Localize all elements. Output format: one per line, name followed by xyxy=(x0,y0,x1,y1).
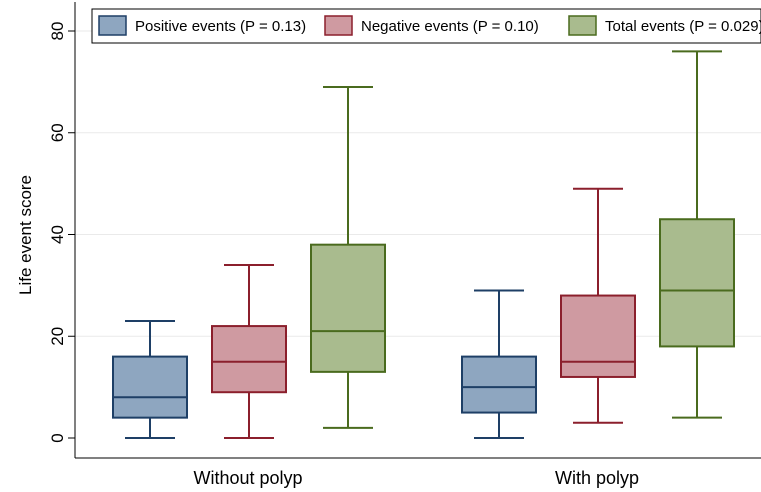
box-2-1 xyxy=(659,50,735,419)
y-axis-label: Life event score xyxy=(16,175,35,295)
y-tick-label: 20 xyxy=(48,327,67,346)
x-group-label: With polyp xyxy=(555,468,639,488)
boxes xyxy=(112,50,735,439)
legend-entry-label: Positive events (P = 0.13) xyxy=(135,18,306,35)
box-2-0 xyxy=(310,85,386,429)
y-tick-label: 40 xyxy=(48,225,67,244)
x-group-label: Without polyp xyxy=(193,468,302,488)
gridlines xyxy=(75,30,761,337)
legend-swatch xyxy=(98,15,127,36)
axes xyxy=(74,2,761,459)
legend-swatch xyxy=(324,15,353,36)
y-tick-label: 0 xyxy=(48,433,67,442)
legend-frame xyxy=(91,8,761,44)
box-0-1 xyxy=(461,289,537,439)
box-iqr xyxy=(659,218,735,348)
x-ticks: Without polyp With polyp xyxy=(193,468,639,488)
box-iqr xyxy=(560,294,636,378)
y-tick-label: 60 xyxy=(48,123,67,142)
box-1-0 xyxy=(211,264,287,439)
legend: Positive events (P = 0.13) Negative event… xyxy=(91,8,761,44)
box-iqr xyxy=(112,355,188,419)
legend-entry-label: Negative events (P = 0.10) xyxy=(361,18,539,35)
legend-swatch xyxy=(568,15,597,36)
box-0-0 xyxy=(112,319,188,439)
box-iqr xyxy=(461,355,537,414)
y-ticks: 0 20 40 60 80 xyxy=(48,22,75,443)
legend-entry-label: Total events (P = 0.029) xyxy=(605,18,761,35)
box-iqr xyxy=(310,243,386,373)
y-tick-label: 80 xyxy=(48,22,67,41)
box-iqr xyxy=(211,325,287,394)
box-1-1 xyxy=(560,187,636,424)
